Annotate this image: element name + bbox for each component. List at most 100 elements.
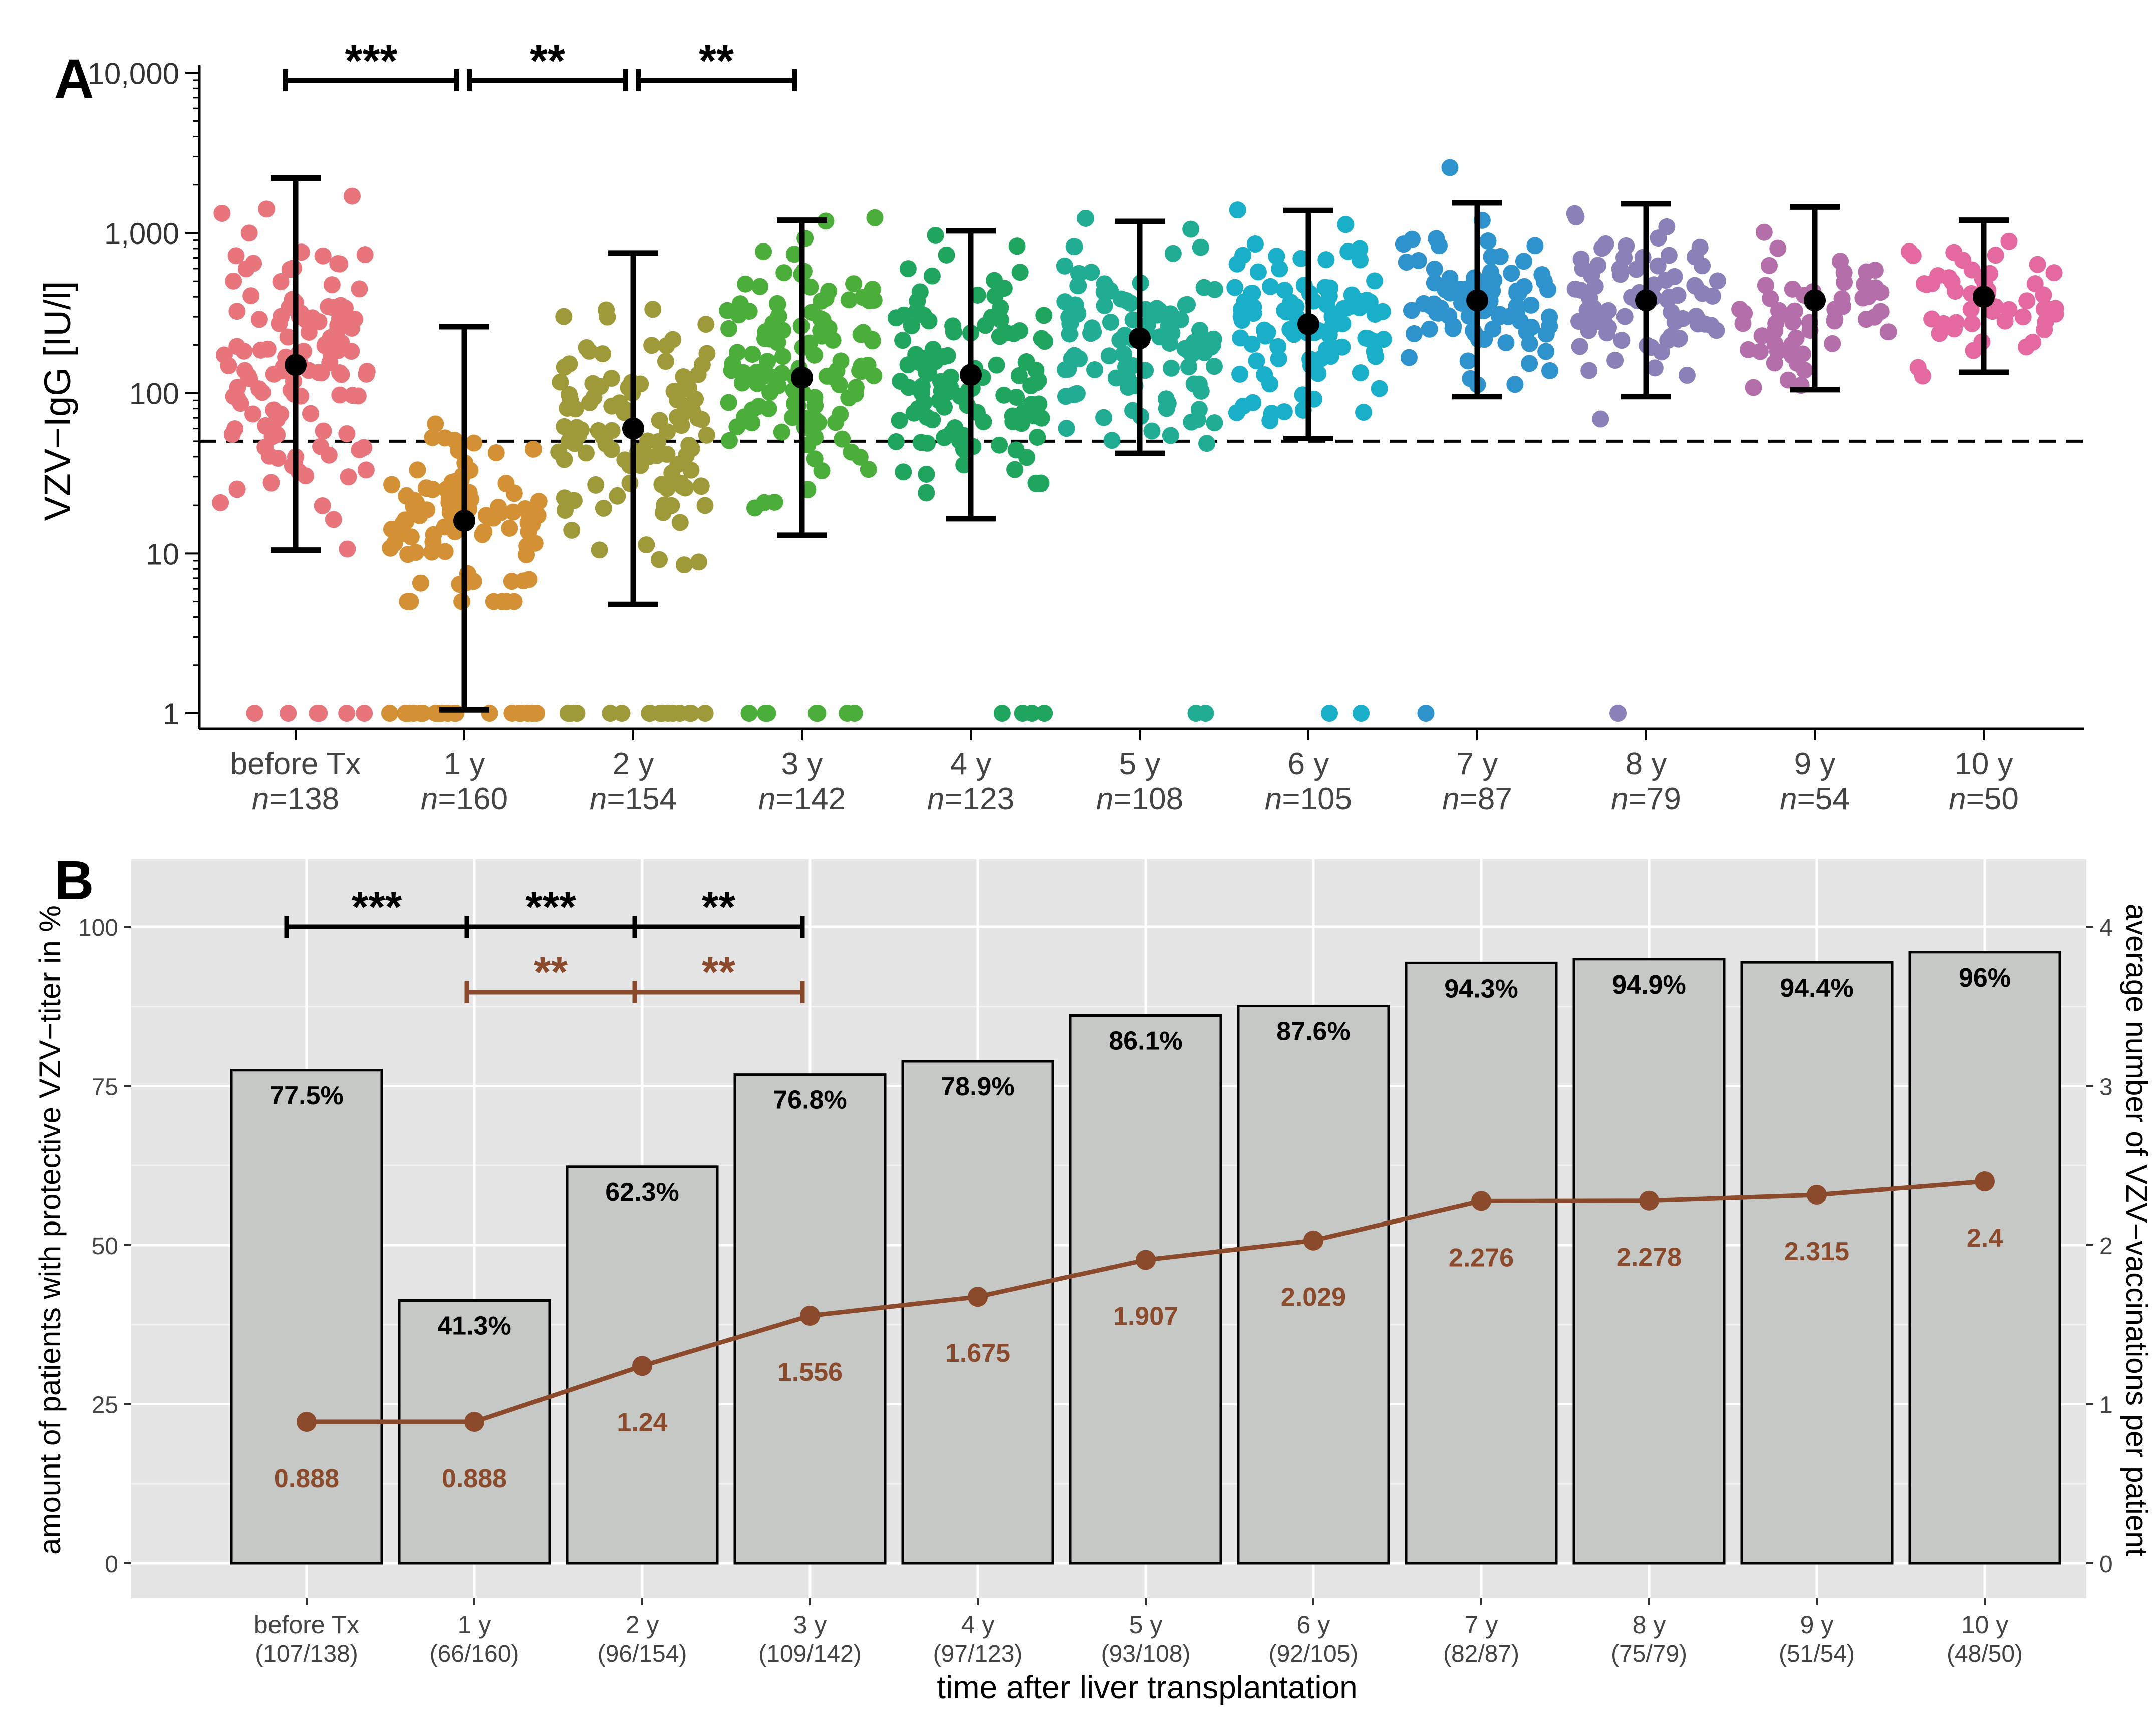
data-point [2018, 292, 2036, 310]
data-point [262, 474, 280, 492]
data-point [806, 389, 824, 406]
data-point [603, 370, 620, 387]
data-point [1444, 320, 1462, 337]
data-point [1421, 320, 1438, 338]
bar-value-label: 86.1% [1109, 1027, 1182, 1056]
data-point [1537, 343, 1555, 360]
vaccination-value-label: 0.888 [442, 1464, 507, 1493]
data-point [329, 255, 347, 273]
n-label: n=123 [927, 782, 1014, 816]
n-label-symbol: n [1611, 782, 1628, 816]
data-point [302, 405, 319, 422]
data-point [1745, 379, 1762, 396]
data-point [332, 297, 349, 314]
data-point [587, 476, 605, 494]
data-point [343, 187, 361, 205]
y-tick-label: 10,000 [87, 57, 179, 90]
data-point [986, 272, 1003, 289]
data-point [1006, 461, 1024, 478]
data-point [1466, 272, 1483, 289]
data-point [349, 387, 367, 405]
data-point [1355, 404, 1373, 421]
data-point [1244, 394, 1262, 411]
data-point [1374, 303, 1391, 320]
data-point [356, 705, 373, 722]
bar [1740, 961, 1894, 1565]
data-point [1321, 705, 1338, 722]
bar-value-label: 94.4% [1780, 973, 1853, 1003]
data-point [555, 308, 573, 325]
data-point [728, 418, 746, 436]
data-point [561, 386, 578, 403]
data-point [853, 363, 871, 380]
vaccination-point [1975, 1171, 1995, 1191]
data-point [1366, 272, 1384, 290]
data-point [697, 316, 715, 333]
data-point [1609, 705, 1627, 722]
data-point [854, 289, 872, 306]
data-point [1366, 343, 1383, 360]
data-point [465, 434, 483, 452]
data-point [852, 326, 870, 343]
data-point [649, 433, 667, 450]
data-point [328, 324, 345, 341]
vaccination-point [1807, 1184, 1827, 1205]
data-point [320, 446, 338, 464]
y2-tick-label: 0 [2099, 1551, 2113, 1578]
data-point [720, 432, 738, 449]
n-label: n=50 [1949, 782, 2019, 816]
data-point [297, 467, 315, 485]
x-tick-label: 1 y [458, 1611, 491, 1639]
y-tick-label: 75 [92, 1074, 118, 1101]
data-point [673, 407, 690, 425]
median-point [1466, 289, 1488, 312]
data-point [1734, 315, 1752, 332]
data-point [834, 430, 851, 448]
data-point [315, 422, 332, 440]
y-tick-label: 1 [163, 697, 179, 731]
data-point [693, 411, 710, 428]
x-tick-label: 2 y [626, 1611, 659, 1639]
data-point [1592, 410, 1609, 428]
data-point [412, 705, 429, 722]
data-point [1309, 365, 1327, 382]
data-point [1900, 242, 1918, 260]
n-label-symbol: n [1096, 782, 1113, 816]
data-point [1197, 705, 1214, 722]
data-point [1228, 404, 1245, 421]
data-point [1459, 352, 1477, 370]
data-point [656, 496, 673, 514]
data-point [945, 323, 962, 341]
data-point [766, 493, 783, 511]
significance-label: ** [534, 948, 568, 997]
data-point [1405, 325, 1423, 342]
vaccination-value-label: 0.888 [274, 1464, 339, 1493]
vaccination-point [1303, 1230, 1323, 1251]
x-tick-label: 10 y [1954, 747, 2013, 781]
data-point [1453, 294, 1470, 312]
data-point [338, 705, 356, 722]
n-label: n=79 [1611, 782, 1681, 816]
data-point [1508, 282, 1526, 300]
data-point [609, 487, 626, 505]
data-point [1115, 346, 1133, 363]
data-point [2047, 305, 2064, 323]
data-point [995, 386, 1013, 404]
data-point [1678, 367, 1696, 384]
data-point [358, 365, 375, 383]
data-point [692, 477, 710, 495]
data-point [228, 303, 246, 320]
data-point [578, 339, 595, 356]
data-point [1161, 335, 1178, 352]
data-point [918, 408, 936, 426]
data-point [1246, 235, 1264, 253]
data-point [225, 272, 242, 290]
data-point [1195, 279, 1213, 296]
x-tick-label: 9 y [1800, 1611, 1834, 1639]
significance-label: *** [352, 883, 402, 931]
data-point [845, 275, 863, 293]
data-point [916, 350, 933, 367]
vaccination-value-label: 1.907 [1113, 1302, 1178, 1331]
data-point [1263, 405, 1280, 422]
data-point [761, 384, 779, 401]
